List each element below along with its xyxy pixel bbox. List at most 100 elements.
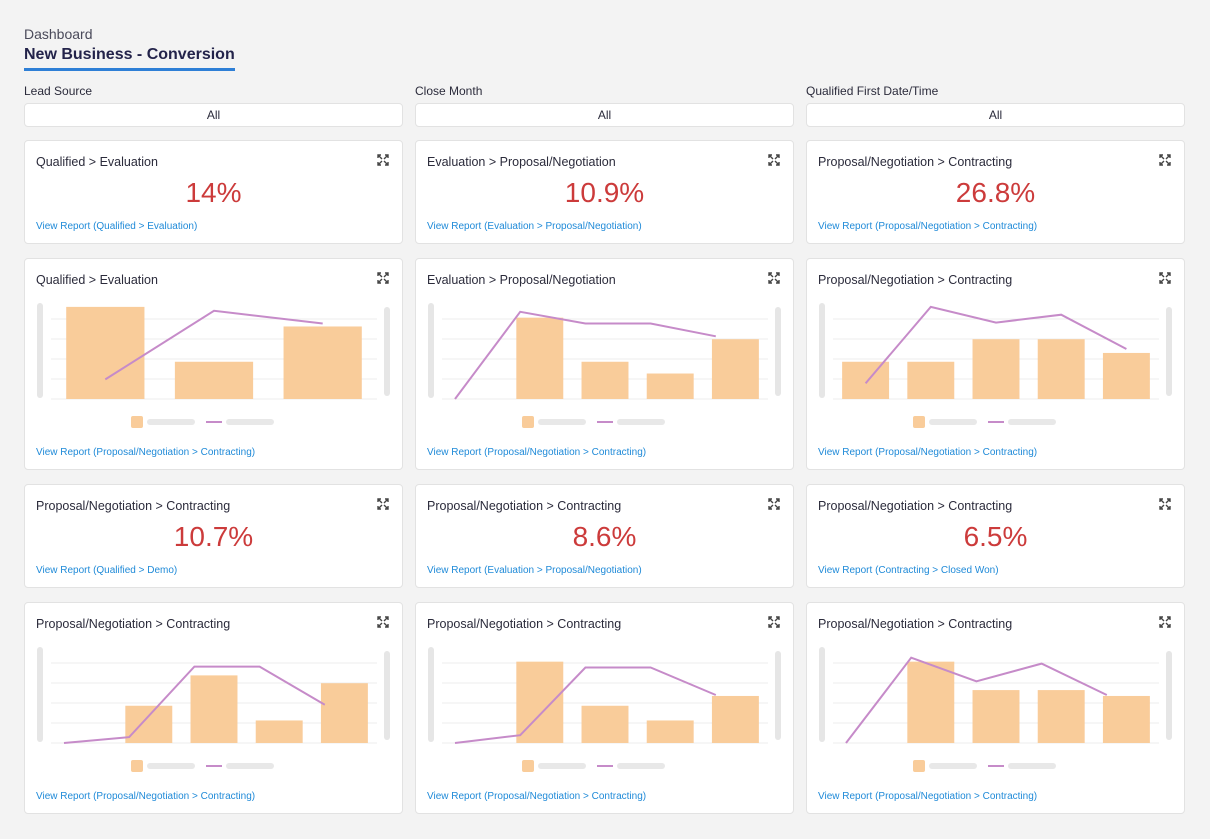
bar[interactable] — [1102, 352, 1150, 399]
expand-icon[interactable] — [376, 615, 390, 629]
chart-scrollbar-left[interactable] — [37, 647, 43, 742]
bar[interactable] — [125, 705, 173, 743]
legend-bar-label — [929, 763, 977, 769]
bar[interactable] — [646, 720, 694, 743]
chart-scrollbar-left[interactable] — [428, 647, 434, 742]
chart-scrollbar-right[interactable] — [775, 651, 781, 740]
bar[interactable] — [1102, 695, 1150, 743]
chart-legend — [913, 416, 1056, 428]
chart-card: Proposal/Negotiation > Contracting View R… — [806, 258, 1185, 470]
chart-card: Proposal/Negotiation > Contracting View R… — [24, 602, 403, 814]
legend-line-label — [1008, 419, 1056, 425]
view-report-link[interactable]: View Report (Proposal/Negotiation > Cont… — [818, 791, 1038, 802]
bar[interactable] — [174, 361, 254, 399]
chart-scrollbar-right[interactable] — [1166, 651, 1172, 740]
bar[interactable] — [646, 373, 694, 399]
legend-bar-label — [147, 419, 195, 425]
series-line[interactable] — [454, 666, 717, 744]
legend-bar-swatch — [522, 760, 534, 772]
dashboard-header: Dashboard New Business - Conversion — [24, 26, 235, 71]
filter-select[interactable]: All — [806, 103, 1185, 127]
legend-line-label — [226, 419, 274, 425]
combo-chart — [819, 647, 1172, 772]
bar[interactable] — [66, 306, 145, 399]
chart-card: Evaluation > Proposal/Negotiation View Re… — [415, 258, 794, 470]
view-report-link[interactable]: View Report (Evaluation > Proposal/Negot… — [427, 221, 642, 232]
series-line[interactable] — [63, 665, 326, 744]
expand-icon[interactable] — [767, 497, 781, 511]
bar[interactable] — [1037, 339, 1085, 399]
breadcrumb[interactable]: Dashboard — [24, 26, 93, 42]
view-report-link[interactable]: View Report (Qualified > Evaluation) — [36, 221, 198, 232]
expand-icon[interactable] — [767, 271, 781, 285]
series-line[interactable] — [104, 309, 323, 381]
expand-icon[interactable] — [1158, 271, 1172, 285]
metric-value: 8.6% — [572, 521, 637, 552]
legend-bar-label — [147, 763, 195, 769]
chart-scrollbar-left[interactable] — [428, 303, 434, 398]
bar[interactable] — [972, 690, 1020, 743]
expand-icon[interactable] — [376, 271, 390, 285]
chart-scrollbar-right[interactable] — [1166, 307, 1172, 396]
series-line[interactable] — [864, 305, 1127, 384]
view-report-link[interactable]: View Report (Proposal/Negotiation > Cont… — [818, 221, 1038, 232]
expand-icon[interactable] — [1158, 497, 1172, 511]
card-title: Qualified > Evaluation — [36, 273, 158, 287]
view-report-link[interactable]: View Report (Proposal/Negotiation > Cont… — [818, 447, 1038, 458]
bar[interactable] — [581, 361, 629, 399]
bar[interactable] — [711, 695, 759, 743]
bar[interactable] — [516, 661, 564, 743]
expand-icon[interactable] — [376, 153, 390, 167]
expand-icon[interactable] — [376, 497, 390, 511]
chart-scrollbar-left[interactable] — [819, 647, 825, 742]
series-line[interactable] — [845, 656, 1108, 744]
bar[interactable] — [972, 339, 1020, 399]
expand-icon[interactable] — [1158, 615, 1172, 629]
expand-icon[interactable] — [767, 153, 781, 167]
view-report-link[interactable]: View Report (Proposal/Negotiation > Cont… — [36, 791, 256, 802]
card-title: Qualified > Evaluation — [36, 155, 158, 169]
metric-value: 26.8% — [955, 177, 1036, 208]
metric-value: 14% — [185, 177, 242, 208]
series-line[interactable] — [454, 310, 716, 400]
bar[interactable] — [190, 675, 238, 743]
bar[interactable] — [1037, 690, 1085, 743]
filter-0: Lead Source All — [24, 84, 403, 127]
legend-line-label — [617, 419, 665, 425]
bar[interactable] — [255, 720, 303, 743]
bar[interactable] — [842, 361, 890, 399]
chart-scrollbar-right[interactable] — [384, 307, 390, 396]
bar[interactable] — [283, 326, 362, 399]
bar[interactable] — [320, 683, 368, 743]
view-report-link[interactable]: View Report (Contracting > Closed Won) — [818, 565, 999, 576]
expand-icon[interactable] — [767, 615, 781, 629]
metric-value: 10.7% — [173, 521, 254, 552]
chart-legend — [131, 416, 274, 428]
bar[interactable] — [907, 361, 955, 399]
view-report-link[interactable]: View Report (Qualified > Demo) — [36, 565, 178, 576]
bar[interactable] — [711, 339, 759, 399]
chart-card: Proposal/Negotiation > Contracting View R… — [415, 602, 794, 814]
expand-icon[interactable] — [1158, 153, 1172, 167]
chart-scrollbar-left[interactable] — [37, 303, 43, 398]
view-report-link[interactable]: View Report (Proposal/Negotiation > Cont… — [427, 447, 647, 458]
view-report-link[interactable]: View Report (Proposal/Negotiation > Cont… — [36, 447, 256, 458]
card-title: Proposal/Negotiation > Contracting — [818, 499, 1013, 513]
filter-select[interactable]: All — [24, 103, 403, 127]
metric-card: Proposal/Negotiation > Contracting 8.6% Vi… — [415, 484, 794, 588]
card-title: Proposal/Negotiation > Contracting — [427, 499, 622, 513]
view-report-link[interactable]: View Report (Evaluation > Proposal/Negot… — [427, 565, 642, 576]
legend-line-label — [226, 763, 274, 769]
filter-select[interactable]: All — [415, 103, 794, 127]
chart-scrollbar-right[interactable] — [384, 651, 390, 740]
bar[interactable] — [581, 705, 629, 743]
chart-scrollbar-left[interactable] — [819, 303, 825, 398]
chart-scrollbar-right[interactable] — [775, 307, 781, 396]
view-report-link[interactable]: View Report (Proposal/Negotiation > Cont… — [427, 791, 647, 802]
bar[interactable] — [907, 661, 955, 743]
metric-card: Evaluation > Proposal/Negotiation 10.9% Vi… — [415, 140, 794, 244]
chart-card: Proposal/Negotiation > Contracting View R… — [806, 602, 1185, 814]
metric-card: Proposal/Negotiation > Contracting 6.5% Vi… — [806, 484, 1185, 588]
combo-chart — [428, 303, 781, 428]
bar[interactable] — [516, 317, 564, 399]
